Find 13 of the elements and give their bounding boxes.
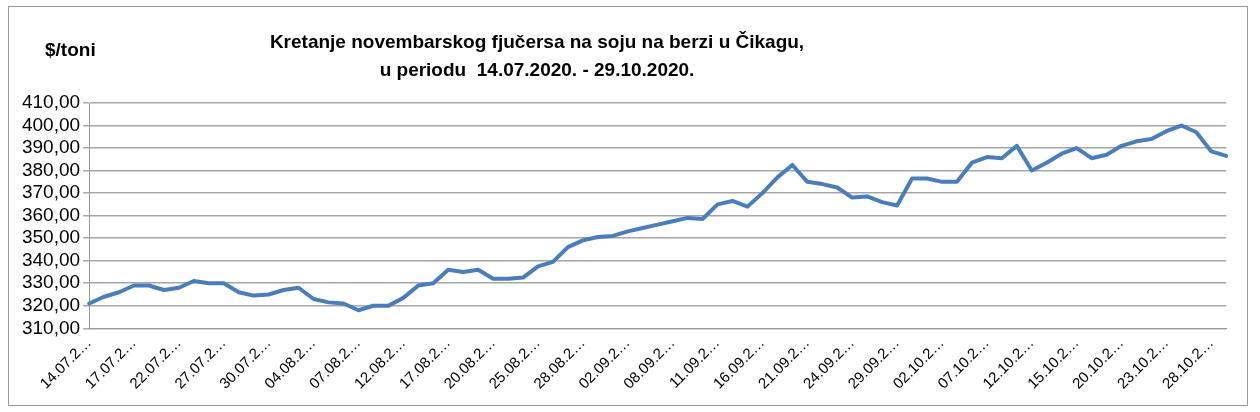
y-tick-label: 400,00 <box>21 113 81 135</box>
y-tick-label: 330,00 <box>21 271 81 293</box>
y-tick-label: 380,00 <box>21 158 81 180</box>
y-tick-label: 360,00 <box>21 203 81 225</box>
y-axis-title: $/toni <box>45 39 96 61</box>
chart-title: Kretanje novembarskog fjučersa na soju na berzi u Čikagu, u periodu 14.07.2020. - 29.10.2020. <box>269 31 805 81</box>
y-tick-label: 410,00 <box>21 91 81 113</box>
y-tick-label: 310,00 <box>21 316 81 338</box>
y-tick-label: 390,00 <box>21 136 81 158</box>
y-tick-label: 350,00 <box>21 226 81 248</box>
y-tick-label: 340,00 <box>21 248 81 270</box>
y-tick-label: 370,00 <box>21 181 81 203</box>
y-tick-label: 320,00 <box>21 293 81 315</box>
